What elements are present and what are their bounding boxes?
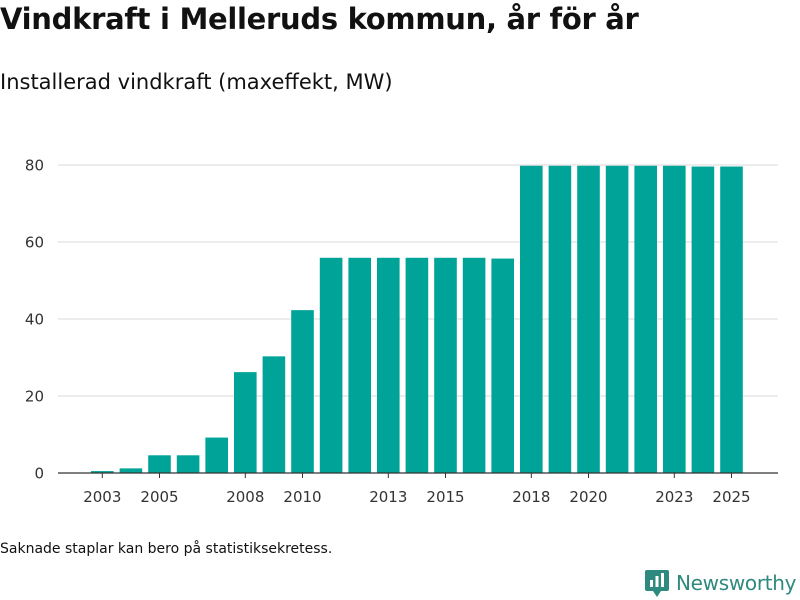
bar	[634, 165, 657, 473]
bar	[119, 468, 143, 473]
bar	[605, 165, 629, 473]
chart-subtitle: Installerad vindkraft (maxeffekt, MW)	[0, 70, 393, 94]
x-tick-label: 2025	[712, 488, 750, 506]
y-tick-label: 0	[34, 465, 44, 483]
bar	[434, 257, 457, 473]
bar	[548, 165, 572, 473]
bar	[577, 165, 600, 473]
chart-title: Vindkraft i Melleruds kommun, år för år	[0, 2, 639, 36]
x-tick-label: 2023	[655, 488, 693, 506]
bars	[91, 165, 743, 474]
bar	[205, 437, 228, 473]
y-tick-label: 60	[25, 234, 44, 252]
bar	[491, 258, 514, 473]
newsworthy-logo-icon	[645, 570, 669, 597]
x-tick-label: 2010	[283, 488, 321, 506]
bar	[91, 471, 114, 473]
bar	[377, 257, 400, 473]
x-tick-label: 2018	[512, 488, 550, 506]
x-tick-label: 2013	[369, 488, 407, 506]
bar	[348, 257, 371, 473]
axes: 0 20 40 60 80 2003 2005 2008 2010 2013 2015 2018 202…	[25, 157, 778, 506]
bar	[663, 165, 686, 473]
y-tick-label: 40	[25, 311, 44, 329]
x-tick-label: 2005	[140, 488, 178, 506]
bar	[234, 372, 257, 473]
x-tick-label: 2003	[83, 488, 121, 506]
bar	[291, 310, 314, 473]
x-tick-label: 2008	[226, 488, 264, 506]
bar	[405, 257, 429, 473]
bar	[176, 455, 200, 473]
bar	[148, 455, 171, 473]
y-tick-label: 20	[25, 388, 44, 406]
bar	[319, 257, 343, 473]
bar	[520, 165, 543, 473]
bar	[691, 166, 715, 474]
bar	[462, 257, 486, 473]
x-tick-label: 2020	[569, 488, 607, 506]
y-tick-label: 80	[25, 157, 44, 175]
bar	[720, 166, 743, 474]
brand-logo: Newsworthy	[644, 568, 797, 598]
x-tick-label: 2015	[426, 488, 464, 506]
brand-name: Newsworthy	[676, 571, 797, 595]
footnote: Saknade staplar kan bero på statistiksek…	[0, 541, 333, 557]
bar	[262, 356, 286, 473]
